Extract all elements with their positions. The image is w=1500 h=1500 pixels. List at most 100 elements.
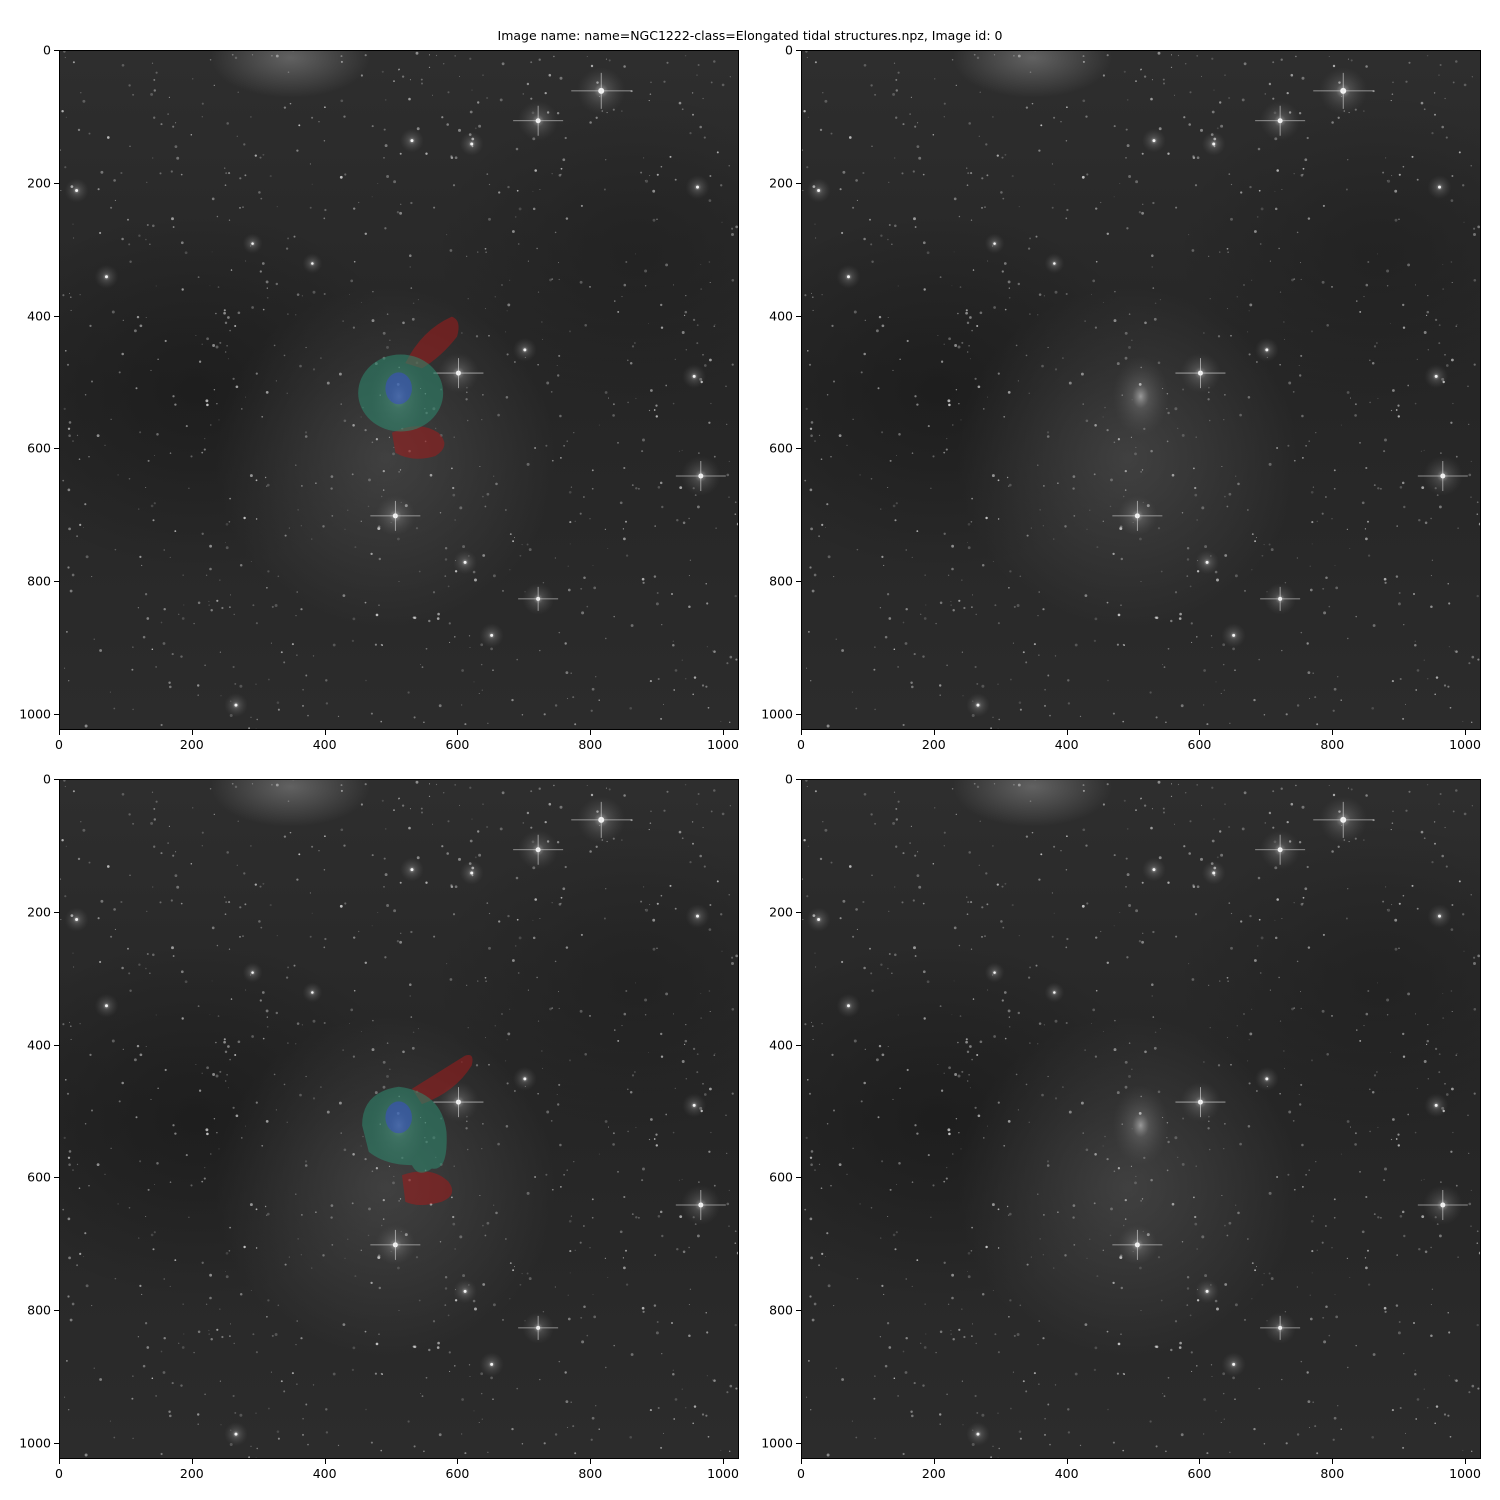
background-star xyxy=(862,171,865,175)
diffraction-spike xyxy=(513,105,564,136)
background-star xyxy=(534,447,537,449)
background-star xyxy=(410,201,413,205)
background-star xyxy=(1230,946,1233,950)
background-star xyxy=(1347,888,1349,890)
diffraction-spike xyxy=(675,1190,726,1220)
background-star xyxy=(76,434,79,437)
background-star xyxy=(487,722,489,724)
background-star xyxy=(142,1364,146,1368)
background-star xyxy=(63,51,66,53)
background-star xyxy=(1321,1241,1324,1244)
background-star xyxy=(1326,1053,1329,1056)
background-star xyxy=(1174,1320,1178,1323)
background-star xyxy=(1402,1055,1406,1058)
background-star xyxy=(1102,803,1105,806)
background-star xyxy=(1386,998,1390,1002)
background-star xyxy=(219,579,221,581)
background-star xyxy=(360,416,362,418)
background-star xyxy=(497,413,500,417)
background-star xyxy=(1300,1360,1303,1363)
y-tick-mark xyxy=(796,315,801,317)
background-star xyxy=(413,716,416,719)
background-star xyxy=(162,1371,166,1374)
background-star xyxy=(810,1409,812,1411)
background-star xyxy=(241,1137,243,1139)
background-star xyxy=(296,1383,298,1385)
background-star xyxy=(1407,263,1411,267)
background-star xyxy=(360,302,362,303)
background-star xyxy=(1354,1132,1357,1135)
background-star xyxy=(684,1039,688,1043)
background-star xyxy=(1060,849,1062,852)
background-star xyxy=(472,1299,476,1303)
background-star xyxy=(244,903,247,906)
background-star xyxy=(438,1433,442,1437)
background-star xyxy=(1183,845,1186,848)
background-star xyxy=(1476,594,1479,598)
background-star xyxy=(111,310,115,314)
background-star xyxy=(558,278,560,281)
background-star xyxy=(663,809,666,812)
background-star xyxy=(1258,918,1261,921)
background-star xyxy=(943,343,945,345)
background-star xyxy=(1455,650,1458,653)
background-star xyxy=(1296,231,1299,234)
y-tick-label: 800 xyxy=(27,1302,51,1318)
background-star xyxy=(1377,1216,1380,1219)
background-star xyxy=(67,1295,70,1298)
background-star xyxy=(62,479,65,482)
background-star xyxy=(892,821,896,825)
background-star xyxy=(298,124,301,127)
background-star xyxy=(171,217,174,221)
background-star xyxy=(1249,303,1253,307)
background-star xyxy=(546,381,550,385)
background-star xyxy=(61,109,64,113)
y-tick-label: 800 xyxy=(769,573,793,589)
background-star xyxy=(1196,1248,1198,1250)
background-star xyxy=(976,324,979,328)
background-star xyxy=(79,523,82,526)
background-star xyxy=(1257,876,1261,880)
background-star xyxy=(146,910,148,912)
background-star xyxy=(1241,98,1245,102)
background-star xyxy=(1060,120,1062,123)
background-star xyxy=(231,782,234,785)
background-star xyxy=(974,1394,977,1398)
background-star xyxy=(1157,1090,1161,1094)
background-star xyxy=(556,365,558,366)
background-star xyxy=(415,780,419,784)
background-star xyxy=(1480,1285,1481,1286)
background-star xyxy=(1457,527,1459,529)
background-star xyxy=(983,408,985,410)
background-star xyxy=(735,954,738,958)
background-star xyxy=(604,528,607,531)
background-star xyxy=(400,932,402,934)
background-star xyxy=(1363,110,1365,112)
background-star xyxy=(957,312,959,315)
bright-star xyxy=(523,1077,527,1081)
background-star xyxy=(371,196,373,198)
background-star xyxy=(206,403,209,407)
background-star xyxy=(1243,1013,1245,1015)
background-star xyxy=(1094,617,1098,621)
background-star xyxy=(304,431,308,434)
background-star xyxy=(1216,127,1219,130)
background-star xyxy=(67,488,71,492)
background-star xyxy=(527,260,529,262)
background-star xyxy=(380,1224,383,1227)
background-star xyxy=(617,310,620,313)
background-star xyxy=(1181,433,1185,437)
background-star xyxy=(1272,826,1275,829)
background-star xyxy=(810,1021,813,1023)
background-star xyxy=(83,527,85,528)
background-star xyxy=(916,530,919,532)
background-star xyxy=(604,1257,607,1260)
background-star xyxy=(1397,1133,1400,1136)
background-star xyxy=(1206,1452,1209,1455)
background-star xyxy=(1377,982,1378,984)
background-star xyxy=(239,936,241,938)
background-star xyxy=(932,1184,935,1187)
background-star xyxy=(1057,482,1059,484)
background-star xyxy=(681,449,683,451)
background-star xyxy=(881,431,884,434)
